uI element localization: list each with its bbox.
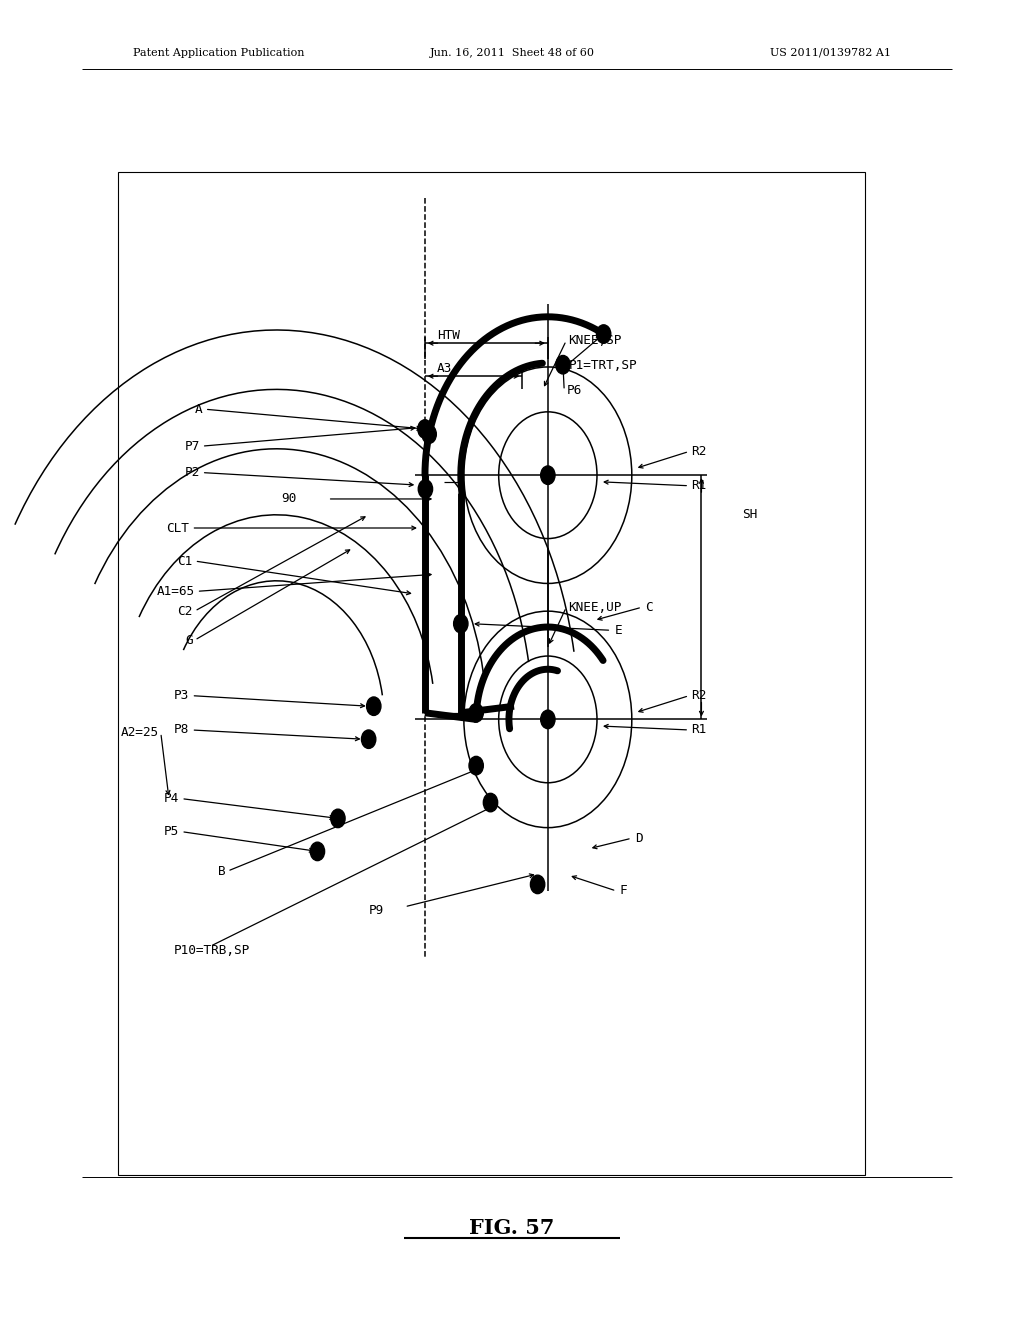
Text: P1=TRT,SP: P1=TRT,SP xyxy=(568,359,637,372)
Text: C2: C2 xyxy=(177,605,193,618)
Text: E: E xyxy=(614,624,622,636)
Text: A: A xyxy=(196,403,203,416)
Text: A3: A3 xyxy=(437,362,453,375)
Circle shape xyxy=(361,730,376,748)
Circle shape xyxy=(367,697,381,715)
Text: P5: P5 xyxy=(164,825,179,838)
Circle shape xyxy=(310,842,325,861)
Text: P8: P8 xyxy=(174,723,189,737)
Text: HTW: HTW xyxy=(437,329,460,342)
Circle shape xyxy=(469,704,483,722)
Text: C1: C1 xyxy=(177,554,193,568)
Circle shape xyxy=(541,466,555,484)
Text: C: C xyxy=(645,601,652,614)
Text: A2=25: A2=25 xyxy=(121,726,159,739)
Text: B: B xyxy=(218,865,225,878)
Circle shape xyxy=(331,809,345,828)
Text: R2: R2 xyxy=(691,445,707,458)
Text: P9: P9 xyxy=(369,904,384,917)
Text: P2: P2 xyxy=(184,466,200,479)
Circle shape xyxy=(596,325,610,343)
Bar xyxy=(118,172,865,1175)
Circle shape xyxy=(422,425,436,444)
Circle shape xyxy=(469,756,483,775)
Text: P4: P4 xyxy=(164,792,179,805)
Text: F: F xyxy=(620,884,627,898)
Text: SH: SH xyxy=(742,508,758,521)
Text: P6: P6 xyxy=(566,384,582,397)
Circle shape xyxy=(530,875,545,894)
Text: KNEE,UP: KNEE,UP xyxy=(568,601,622,614)
Text: CLT: CLT xyxy=(167,521,189,535)
Text: FIG. 57: FIG. 57 xyxy=(469,1217,555,1238)
Circle shape xyxy=(541,710,555,729)
Text: A1=65: A1=65 xyxy=(157,585,195,598)
Text: P3: P3 xyxy=(174,689,189,702)
Text: G: G xyxy=(185,634,193,647)
Text: R2: R2 xyxy=(691,689,707,702)
Text: US 2011/0139782 A1: US 2011/0139782 A1 xyxy=(770,48,891,58)
Text: KNEE,SP: KNEE,SP xyxy=(568,334,622,347)
Circle shape xyxy=(418,420,432,438)
Text: Patent Application Publication: Patent Application Publication xyxy=(133,48,304,58)
Text: P10=TRB,SP: P10=TRB,SP xyxy=(174,944,250,957)
Text: R1: R1 xyxy=(691,479,707,492)
Circle shape xyxy=(454,615,468,634)
Text: P7: P7 xyxy=(184,440,200,453)
Circle shape xyxy=(483,793,498,812)
Text: R1: R1 xyxy=(691,723,707,737)
Text: Jun. 16, 2011  Sheet 48 of 60: Jun. 16, 2011 Sheet 48 of 60 xyxy=(429,48,595,58)
Text: 90: 90 xyxy=(282,492,297,506)
Circle shape xyxy=(418,479,432,498)
Circle shape xyxy=(556,355,570,374)
Text: D: D xyxy=(635,832,642,845)
